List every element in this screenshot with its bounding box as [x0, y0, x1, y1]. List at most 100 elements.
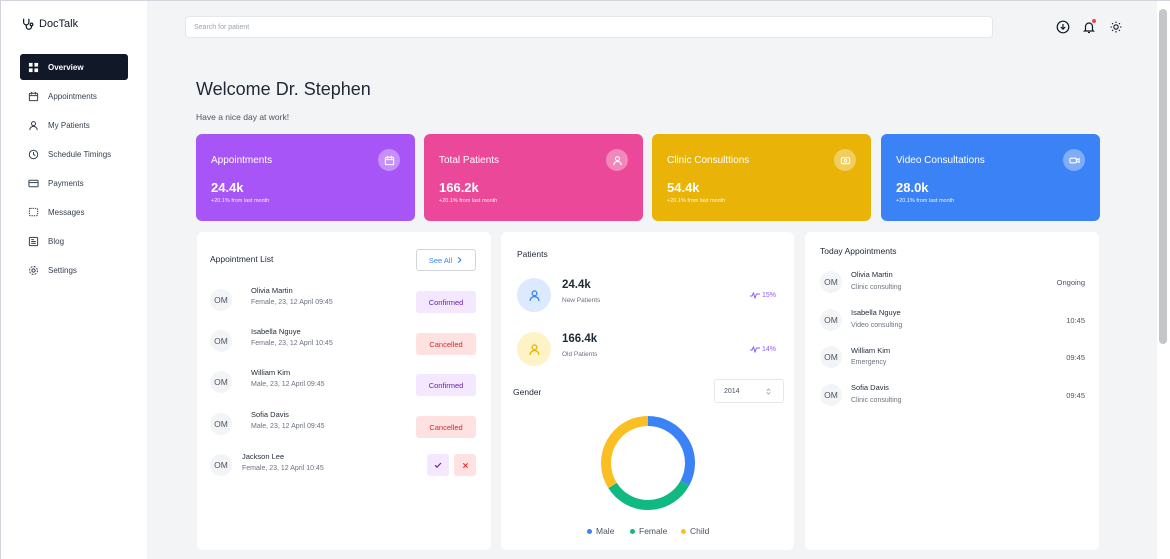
- today-appointments-card: [805, 232, 1099, 550]
- stat-label: Appointments: [211, 155, 273, 166]
- avatar: OM: [820, 384, 842, 406]
- patient-name: Sofia Davis: [251, 410, 289, 419]
- avatar: OM: [820, 309, 842, 331]
- sidebar-item-my-patients[interactable]: My Patients: [20, 112, 128, 138]
- stat-card-total-patients[interactable]: Total Patients 166.2k +20.1% from last m…: [424, 134, 643, 221]
- search-placeholder: Search for patient: [194, 23, 250, 31]
- reject-button[interactable]: [454, 454, 476, 476]
- video-icon: [1068, 157, 1080, 163]
- status-badge[interactable]: Cancelled: [416, 416, 476, 438]
- download-icon: [1056, 20, 1070, 34]
- today-appointments-title: Today Appointments: [820, 246, 897, 256]
- sidebar-item-label: Payments: [48, 178, 84, 188]
- app-name: DocTalk: [39, 18, 79, 30]
- trend-value: 14%: [762, 345, 777, 353]
- legend-child: Child: [681, 526, 709, 536]
- old-patients-trend: 14%: [750, 345, 776, 353]
- sidebar-item-label: Messages: [48, 207, 85, 217]
- avatar: OM: [210, 289, 232, 311]
- search-input[interactable]: Search for patient: [185, 16, 993, 38]
- trend-icon: [750, 291, 760, 299]
- trend-value: 15%: [762, 291, 777, 299]
- sidebar-item-messages[interactable]: Messages: [20, 199, 128, 225]
- old-patients-value: 166.4k: [562, 333, 598, 345]
- notifications-button[interactable]: [1079, 17, 1099, 37]
- patient-name: Isabella Nguye: [251, 327, 301, 336]
- appointment-time: 09:45: [1066, 391, 1085, 400]
- stat-card-appointments[interactable]: Appointments 24.4k +20.1% from last mont…: [196, 134, 415, 221]
- message-icon: [28, 207, 39, 216]
- year-select[interactable]: 2014: [714, 379, 784, 403]
- patient-name: Jackson Lee: [242, 452, 285, 461]
- legend-label: Female: [639, 526, 668, 536]
- user-icon: [29, 120, 38, 130]
- main-content: Search for patient Welcome Dr. Stephen H…: [147, 1, 1157, 559]
- appointment-time: Ongoing: [1056, 278, 1085, 287]
- check-icon: [434, 462, 442, 469]
- gear-icon: [29, 265, 38, 275]
- consultation-type: Clinic consulting: [851, 284, 902, 291]
- legend-label: Child: [690, 526, 710, 536]
- consultation-type: Emergency: [851, 359, 887, 366]
- blog-icon: [28, 236, 39, 246]
- sidebar-item-blog[interactable]: Blog: [20, 228, 128, 254]
- stat-label: Total Patients: [439, 155, 500, 166]
- stat-card-video-consultations[interactable]: Video Consultations 28.0k +20.1% from la…: [881, 134, 1100, 221]
- stat-change: +20.1% from last month: [439, 198, 498, 204]
- stat-change: +20.1% from last month: [896, 198, 955, 204]
- user-icon: [612, 155, 622, 165]
- see-all-button[interactable]: See All: [416, 249, 476, 271]
- stat-badge: [1063, 149, 1085, 171]
- stat-badge: [834, 149, 856, 171]
- sidebar-item-label: Settings: [48, 265, 77, 275]
- stat-change: +20.1% from last month: [667, 198, 726, 204]
- status-badge[interactable]: Cancelled: [416, 333, 476, 355]
- sidebar-item-label: Overview: [48, 62, 84, 72]
- year-value: 2014: [724, 387, 740, 395]
- accept-button[interactable]: [427, 454, 449, 476]
- legend-male: Male: [587, 526, 614, 536]
- sidebar-item-appointments[interactable]: Appointments: [20, 83, 128, 109]
- legend-female: Female: [630, 526, 667, 536]
- stat-badge: [606, 149, 628, 171]
- page-subtitle: Have a nice day at work!: [196, 112, 290, 122]
- status-badge[interactable]: Confirmed: [416, 291, 476, 313]
- scrollbar-thumb[interactable]: [1159, 9, 1167, 344]
- patient-name: Sofia Davis: [851, 383, 889, 392]
- patient-details: Male, 23, 12 April 09:45: [251, 381, 325, 388]
- calendar-icon: [28, 91, 39, 101]
- patient-details: Male, 23, 12 April 09:45: [251, 423, 325, 430]
- old-patients-label: Old Patients: [562, 351, 598, 358]
- avatar: OM: [820, 271, 842, 293]
- appointment-time: 10:45: [1066, 316, 1085, 325]
- stat-card-clinic-consultations[interactable]: Clinic Consulttions 54.4k +20.1% from la…: [652, 134, 871, 221]
- stat-value: 54.4k: [667, 180, 700, 195]
- sidebar-item-overview[interactable]: Overview: [20, 54, 128, 80]
- status-badge[interactable]: Confirmed: [416, 374, 476, 396]
- stat-value: 166.2k: [439, 180, 479, 195]
- theme-toggle-button[interactable]: [1106, 17, 1126, 37]
- legend-dot: [630, 528, 635, 534]
- user-icon: [529, 343, 539, 355]
- stat-badge: [378, 149, 400, 171]
- gender-donut-chart: [601, 416, 695, 510]
- new-patients-badge: [517, 278, 551, 312]
- stat-value: 28.0k: [896, 180, 929, 195]
- sidebar-item-settings[interactable]: Settings: [20, 257, 128, 283]
- download-button[interactable]: [1053, 17, 1073, 37]
- stat-label: Clinic Consulttions: [667, 155, 750, 166]
- consultation-type: Video consulting: [851, 322, 903, 329]
- new-patients-trend: 15%: [750, 291, 776, 299]
- sidebar-item-schedule-timings[interactable]: Schedule Timings: [20, 141, 128, 167]
- new-patients-value: 24.4k: [562, 279, 591, 291]
- patient-name: Olivia Martin: [851, 270, 893, 279]
- donut-slice-male: [647, 416, 695, 486]
- stat-value: 24.4k: [211, 180, 244, 195]
- patient-name: William Kim: [851, 346, 891, 355]
- app-logo[interactable]: DocTalk: [21, 17, 78, 31]
- avatar: OM: [210, 371, 232, 393]
- notification-dot: [1092, 19, 1096, 23]
- sidebar-item-payments[interactable]: Payments: [20, 170, 128, 196]
- stethoscope-icon: [23, 18, 34, 30]
- avatar: OM: [820, 346, 842, 368]
